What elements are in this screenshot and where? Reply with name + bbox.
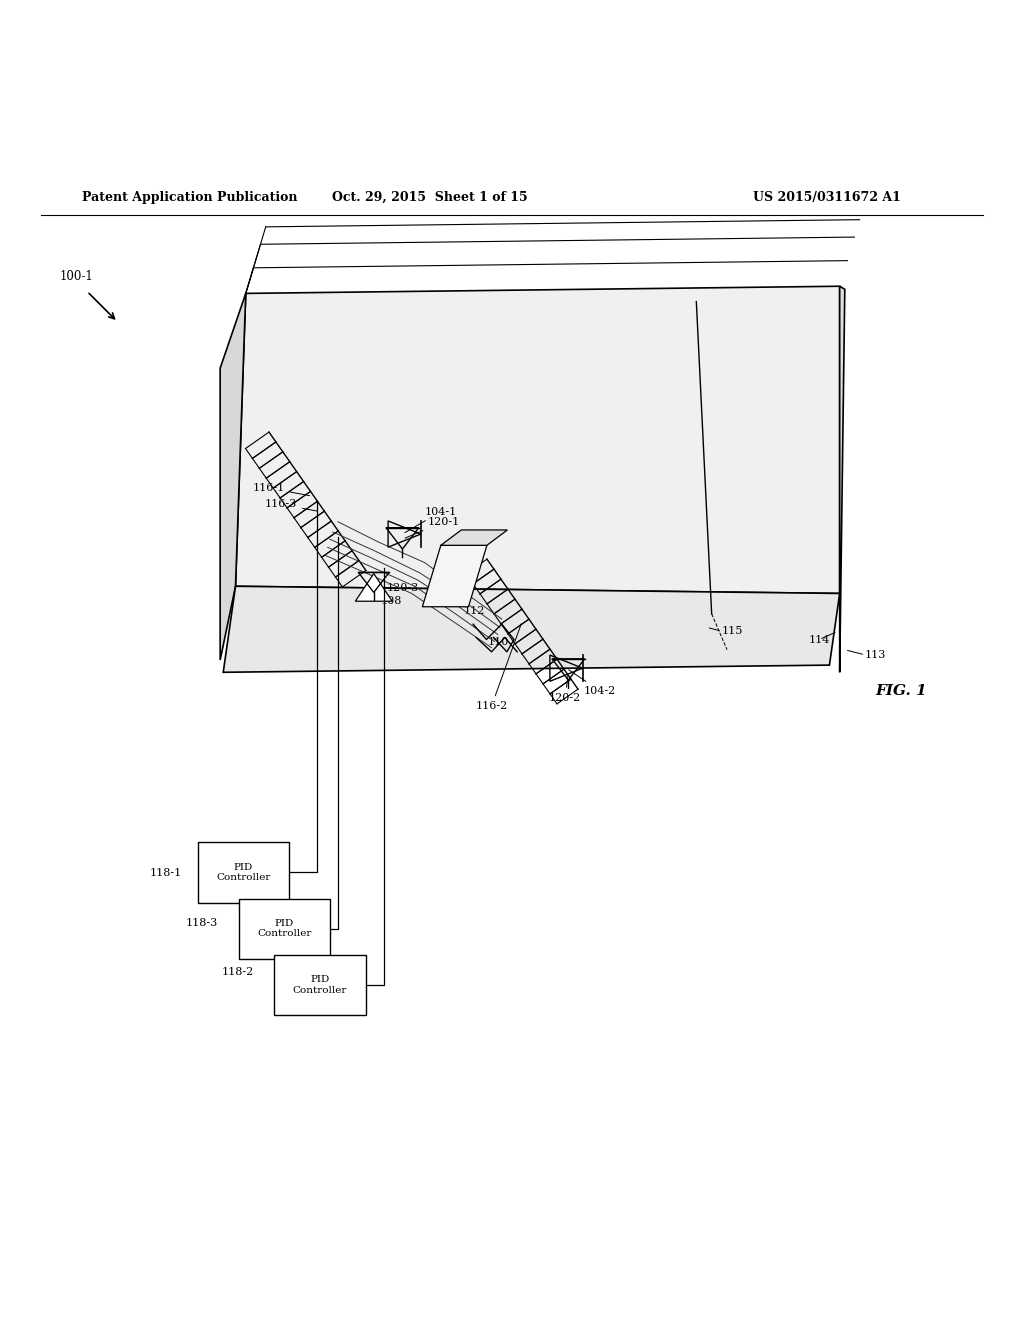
Text: 114: 114 [809,635,829,644]
Text: 120-3: 120-3 [377,582,419,593]
Polygon shape [355,574,392,601]
FancyBboxPatch shape [239,899,330,960]
Text: 110: 110 [488,636,509,647]
Text: PID
Controller: PID Controller [293,975,347,995]
Text: US 2015/0311672 A1: US 2015/0311672 A1 [754,190,901,203]
Text: 104-1: 104-1 [404,507,457,533]
Polygon shape [840,286,845,672]
Text: Patent Application Publication: Patent Application Publication [82,190,297,203]
FancyBboxPatch shape [198,842,289,903]
Text: 100-1: 100-1 [60,269,93,282]
Text: 116-2: 116-2 [475,623,521,711]
Text: FIG. 1: FIG. 1 [876,684,927,698]
Text: 118-1: 118-1 [151,869,182,878]
Text: 113: 113 [865,649,886,660]
Text: 120-2: 120-2 [549,675,582,702]
Polygon shape [236,286,840,594]
Text: 104-2: 104-2 [568,669,615,696]
Polygon shape [422,545,487,607]
Text: 108: 108 [376,587,402,606]
FancyBboxPatch shape [274,954,366,1015]
Polygon shape [440,529,508,545]
Text: PID
Controller: PID Controller [257,919,311,939]
Text: 120-1: 120-1 [406,516,460,539]
Text: 118-3: 118-3 [186,919,218,928]
Text: 115: 115 [722,626,742,636]
Text: 112: 112 [464,606,484,616]
Text: 118-2: 118-2 [222,968,254,977]
Polygon shape [220,293,246,660]
Text: PID
Controller: PID Controller [216,863,270,882]
Text: 116-3: 116-3 [265,499,316,511]
Text: 116-1: 116-1 [253,483,309,495]
Text: Oct. 29, 2015  Sheet 1 of 15: Oct. 29, 2015 Sheet 1 of 15 [332,190,528,203]
Polygon shape [223,586,840,672]
